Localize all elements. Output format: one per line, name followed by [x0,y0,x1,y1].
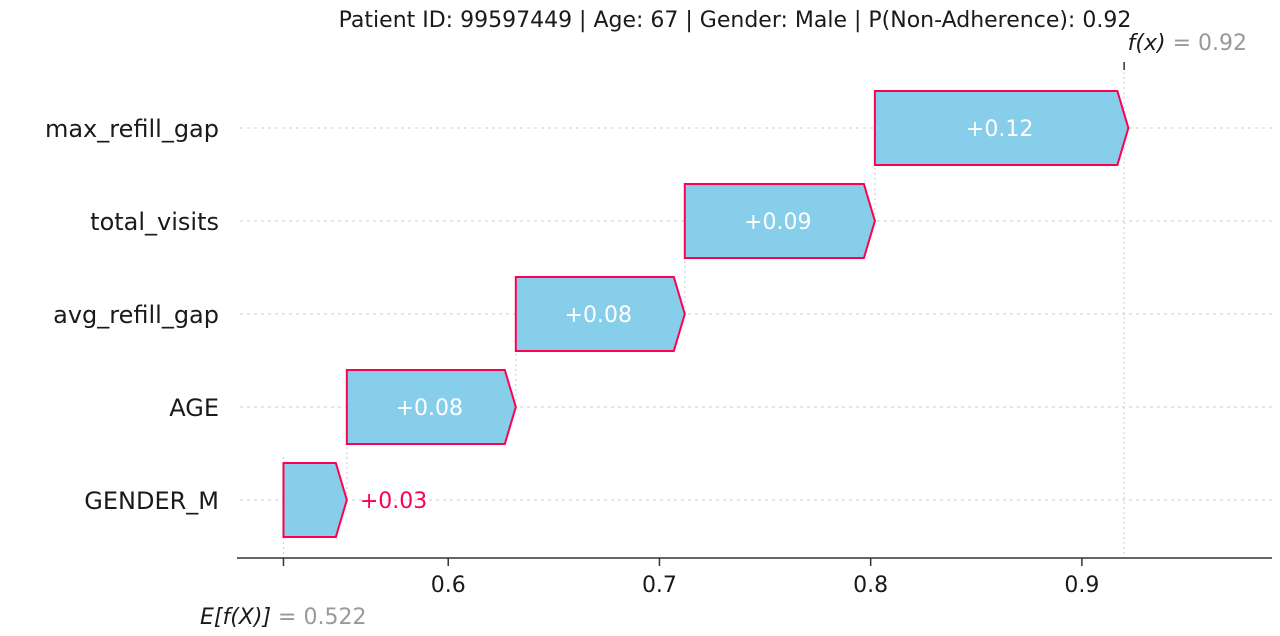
bar-value-label: +0.12 [966,117,1033,142]
bar-value-label: +0.08 [396,396,463,421]
x-axis-ticks: 0.6 0.7 0.8 0.9 [282,558,1099,598]
waterfall-bar [282,462,348,538]
chart-title: Patient ID: 99597449 | Age: 67 | Gender:… [339,8,1132,33]
bars-layer: +0.12 +0.09 +0.08 +0.08 +0.03 [282,90,1130,538]
base-value-number: 0.522 [303,605,366,630]
waterfall-bar [345,369,517,445]
output-value-prefix: f(x) [1128,31,1166,56]
feature-labels: max_refill_gap total_visits avg_refill_gap… [45,115,219,515]
waterfall-bar [514,276,686,352]
output-value-equals: = [1166,31,1198,56]
waterfall-bar [873,90,1130,166]
x-tick-label: 0.8 [853,573,888,598]
feature-label: avg_refill_gap [53,301,219,329]
base-value-annotation: E[f(X)] = 0.522 [200,605,366,630]
bar-value-label: +0.03 [360,489,427,514]
feature-label: max_refill_gap [45,115,219,143]
feature-label: AGE [169,394,219,422]
x-tick-label: 0.9 [1064,573,1099,598]
feature-label: total_visits [90,208,219,236]
x-tick-label: 0.6 [431,573,466,598]
bar-value-label: +0.09 [744,210,811,235]
output-value-annotation: f(x) = 0.92 [1128,31,1247,56]
waterfall-bar [683,183,876,259]
x-tick-label: 0.7 [642,573,677,598]
base-value-equals: = [271,605,303,630]
feature-label: GENDER_M [84,487,219,515]
base-value-prefix: E[f(X)] [200,605,271,630]
bar-value-label: +0.08 [565,303,632,328]
output-value-number: 0.92 [1198,31,1247,56]
